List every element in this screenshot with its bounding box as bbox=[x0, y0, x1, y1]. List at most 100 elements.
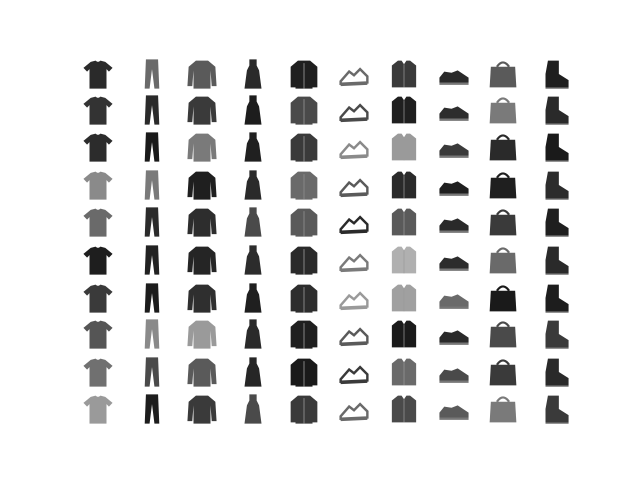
pullover-icon bbox=[187, 208, 217, 237]
bag-icon bbox=[489, 285, 517, 312]
shirt-sample bbox=[387, 392, 421, 426]
trouser-sample bbox=[135, 130, 169, 164]
sneaker-icon bbox=[439, 218, 469, 233]
bag-sample bbox=[486, 281, 520, 315]
coat-icon bbox=[290, 171, 318, 200]
dress-sample bbox=[236, 281, 270, 315]
coat-icon bbox=[290, 96, 318, 125]
tshirt-icon bbox=[83, 284, 113, 313]
bag-sample bbox=[486, 317, 520, 351]
bag-icon bbox=[489, 172, 517, 199]
shirt-sample bbox=[387, 317, 421, 351]
shirt-icon bbox=[391, 284, 417, 312]
t-shirt-sample bbox=[81, 243, 115, 277]
dress-icon bbox=[244, 59, 262, 89]
shirt-sample bbox=[387, 57, 421, 91]
coat-icon bbox=[290, 208, 318, 237]
shirt-sample bbox=[387, 281, 421, 315]
tshirt-icon bbox=[83, 395, 113, 424]
coat-sample bbox=[287, 130, 321, 164]
shirt-icon bbox=[391, 208, 417, 236]
ankle-boot-sample bbox=[537, 93, 571, 127]
sandal-icon bbox=[339, 67, 369, 87]
trouser-icon bbox=[144, 59, 160, 89]
pullover-sample bbox=[185, 93, 219, 127]
ankle-boot-sample bbox=[537, 130, 571, 164]
pullover-icon bbox=[187, 246, 217, 275]
coat-icon bbox=[290, 284, 318, 313]
coat-sample bbox=[287, 205, 321, 239]
sandal-sample bbox=[337, 205, 371, 239]
ankle-boot-sample bbox=[537, 168, 571, 202]
shirt-sample bbox=[387, 355, 421, 389]
sneaker-sample bbox=[437, 317, 471, 351]
pullover-sample bbox=[185, 130, 219, 164]
bag-sample bbox=[486, 57, 520, 91]
ankle-boot-icon bbox=[545, 60, 569, 89]
sandal-icon bbox=[339, 215, 369, 235]
sandal-icon bbox=[339, 253, 369, 273]
dress-icon bbox=[244, 319, 262, 349]
sandal-icon bbox=[339, 178, 369, 198]
pullover-sample bbox=[185, 392, 219, 426]
dress-icon bbox=[244, 95, 262, 125]
bag-icon bbox=[489, 61, 517, 88]
sneaker-sample bbox=[437, 57, 471, 91]
bag-icon bbox=[489, 134, 517, 161]
sneaker-icon bbox=[439, 70, 469, 85]
dress-sample bbox=[236, 243, 270, 277]
t-shirt-sample bbox=[81, 57, 115, 91]
bag-sample bbox=[486, 355, 520, 389]
trouser-sample bbox=[135, 243, 169, 277]
coat-sample bbox=[287, 57, 321, 91]
bag-icon bbox=[489, 247, 517, 274]
t-shirt-sample bbox=[81, 392, 115, 426]
trouser-icon bbox=[144, 394, 160, 424]
dress-sample bbox=[236, 317, 270, 351]
tshirt-icon bbox=[83, 171, 113, 200]
pullover-sample bbox=[185, 317, 219, 351]
ankle-boot-sample bbox=[537, 205, 571, 239]
shirt-sample bbox=[387, 93, 421, 127]
sneaker-icon bbox=[439, 181, 469, 196]
ankle-boot-icon bbox=[545, 208, 569, 237]
t-shirt-sample bbox=[81, 93, 115, 127]
sneaker-sample bbox=[437, 243, 471, 277]
coat-sample bbox=[287, 93, 321, 127]
sandal-icon bbox=[339, 140, 369, 160]
bag-icon bbox=[489, 97, 517, 124]
t-shirt-sample bbox=[81, 168, 115, 202]
coat-icon bbox=[290, 358, 318, 387]
shirt-icon bbox=[391, 171, 417, 199]
bag-icon bbox=[489, 396, 517, 423]
ankle-boot-sample bbox=[537, 317, 571, 351]
sandal-icon bbox=[339, 365, 369, 385]
pullover-sample bbox=[185, 355, 219, 389]
tshirt-icon bbox=[83, 320, 113, 349]
tshirt-icon bbox=[83, 96, 113, 125]
sandal-sample bbox=[337, 281, 371, 315]
pullover-sample bbox=[185, 57, 219, 91]
sneaker-sample bbox=[437, 205, 471, 239]
tshirt-icon bbox=[83, 133, 113, 162]
trouser-sample bbox=[135, 93, 169, 127]
pullover-icon bbox=[187, 133, 217, 162]
trouser-icon bbox=[144, 132, 160, 162]
trouser-sample bbox=[135, 168, 169, 202]
pullover-icon bbox=[187, 358, 217, 387]
dress-icon bbox=[244, 357, 262, 387]
t-shirt-sample bbox=[81, 317, 115, 351]
sneaker-sample bbox=[437, 281, 471, 315]
shirt-icon bbox=[391, 395, 417, 423]
pullover-icon bbox=[187, 60, 217, 89]
pullover-icon bbox=[187, 96, 217, 125]
sandal-icon bbox=[339, 327, 369, 347]
shirt-sample bbox=[387, 130, 421, 164]
trouser-icon bbox=[144, 357, 160, 387]
pullover-sample bbox=[185, 243, 219, 277]
sneaker-sample bbox=[437, 168, 471, 202]
ankle-boot-sample bbox=[537, 243, 571, 277]
sneaker-icon bbox=[439, 256, 469, 271]
dress-sample bbox=[236, 93, 270, 127]
